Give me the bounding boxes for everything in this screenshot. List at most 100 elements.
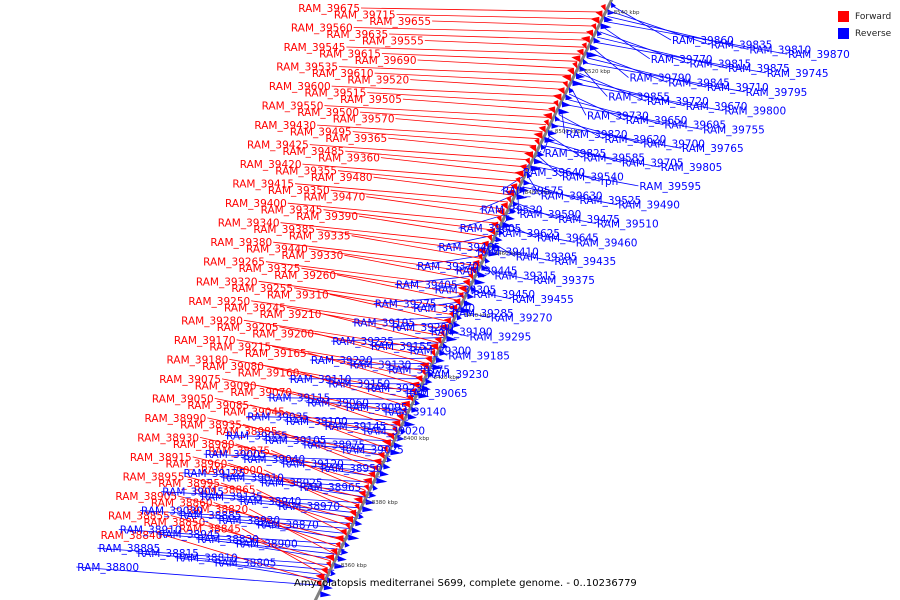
forward-leader-line bbox=[395, 118, 543, 132]
reverse-gene bbox=[453, 321, 461, 328]
axis-tick-label: 8400 kbp bbox=[403, 436, 429, 442]
forward-gene-label: RAM_39550 bbox=[262, 101, 324, 113]
forward-gene-label: RAM_39655 bbox=[369, 16, 431, 28]
reverse-gene-label: RAM_39625 bbox=[498, 228, 560, 240]
reverse-leader-line bbox=[566, 98, 664, 126]
reverse-gene-label: RAM_39755 bbox=[703, 124, 765, 136]
reverse-gene-label: RAM_39465 bbox=[438, 242, 500, 254]
reverse-gene bbox=[446, 335, 458, 342]
reverse-gene-label: RAM_39405 bbox=[396, 280, 458, 292]
reverse-gene bbox=[534, 158, 543, 165]
forward-gene-label: RAM_39400 bbox=[225, 198, 287, 210]
reverse-gene-label: RAM_39870 bbox=[788, 49, 850, 61]
reverse-gene bbox=[379, 470, 389, 477]
forward-gene bbox=[396, 413, 404, 421]
reverse-gene-label: RAM_39845 bbox=[668, 77, 730, 89]
reverse-gene bbox=[586, 51, 598, 58]
forward-gene bbox=[415, 375, 423, 383]
forward-gene bbox=[344, 516, 353, 523]
forward-gene-label: RAM_39615 bbox=[319, 49, 381, 61]
reverse-gene bbox=[492, 243, 501, 250]
forward-gene-label: RAM_39500 bbox=[297, 107, 359, 119]
reverse-leader-line bbox=[523, 186, 618, 206]
forward-gene-label: RAM_39425 bbox=[247, 140, 309, 152]
forward-gene bbox=[391, 420, 401, 427]
forward-gene bbox=[553, 100, 559, 107]
reverse-gene-label: RAM_39105 bbox=[265, 435, 327, 447]
forward-leader-line bbox=[424, 40, 585, 48]
reverse-gene-label: RAM_39270 bbox=[491, 313, 553, 325]
forward-gene bbox=[362, 477, 372, 485]
reverse-gene bbox=[351, 527, 361, 534]
forward-gene-label: RAM_39350 bbox=[268, 185, 330, 197]
reverse-gene-label: RAM_38965 bbox=[300, 482, 362, 494]
forward-leader-line bbox=[366, 196, 501, 217]
forward-gene-label: RAM_39535 bbox=[276, 62, 338, 74]
reverse-gene-label: RAM_39640 bbox=[523, 167, 585, 179]
forward-gene bbox=[420, 368, 426, 376]
reverse-gene bbox=[611, 2, 617, 8]
reverse-leader-line bbox=[256, 524, 350, 540]
forward-leader-line bbox=[295, 183, 508, 203]
forward-leader-line bbox=[213, 502, 338, 548]
reverse-gene bbox=[523, 179, 531, 186]
forward-gene bbox=[472, 260, 480, 267]
reverse-gene-label: RAM_39035 bbox=[247, 411, 309, 423]
forward-leader-line bbox=[278, 430, 377, 470]
legend-reverse-swatch bbox=[838, 28, 849, 39]
reverse-gene-label: RAM_39875 bbox=[728, 63, 790, 75]
forward-gene bbox=[590, 16, 600, 24]
reverse-gene bbox=[327, 577, 335, 584]
forward-gene-label: RAM_39335 bbox=[289, 231, 351, 243]
forward-gene bbox=[354, 503, 360, 511]
forward-gene bbox=[339, 528, 347, 536]
forward-gene bbox=[448, 304, 458, 312]
reverse-leader-line bbox=[394, 274, 480, 286]
reverse-gene bbox=[495, 236, 503, 243]
forward-gene bbox=[486, 234, 492, 242]
forward-leader-line bbox=[272, 345, 422, 379]
reverse-gene-label: RAM_39025 bbox=[342, 444, 404, 456]
reverse-gene-label: RAM_38895 bbox=[99, 543, 161, 555]
reverse-gene bbox=[449, 328, 459, 335]
reverse-leader-line bbox=[157, 533, 345, 550]
reverse-leader-line bbox=[591, 47, 629, 78]
reverse-gene-label: RAM_39120 bbox=[282, 459, 344, 471]
reverse-gene bbox=[442, 342, 448, 349]
reverse-gene-label: RAM_39620 bbox=[605, 134, 667, 146]
forward-gene-label: RAM_38865 bbox=[194, 485, 256, 497]
reverse-gene-label: RAM_39765 bbox=[682, 143, 744, 155]
reverse-gene-label: RAM_39275 bbox=[375, 299, 437, 311]
axis-tick-label: 8480 kbp bbox=[525, 190, 551, 196]
forward-gene bbox=[439, 330, 445, 338]
forward-leader-line bbox=[241, 528, 325, 576]
axis-tick-label: 8540 kbp bbox=[614, 10, 640, 16]
forward-gene bbox=[400, 400, 410, 408]
reverse-gene bbox=[527, 172, 532, 179]
forward-gene-label: RAM_38905 bbox=[115, 491, 177, 503]
forward-gene-label: RAM_38955 bbox=[123, 471, 185, 483]
reverse-gene bbox=[562, 101, 571, 108]
reverse-gene bbox=[334, 562, 346, 569]
reverse-leader-line bbox=[369, 342, 447, 347]
forward-leader-line bbox=[229, 358, 415, 393]
reverse-leader-line bbox=[533, 166, 639, 187]
reverse-leader-line bbox=[76, 566, 327, 587]
forward-gene-label: RAM_38850 bbox=[144, 517, 206, 529]
reverse-gene-label: RAM_39585 bbox=[583, 153, 645, 165]
reverse-gene bbox=[576, 73, 585, 79]
reverse-gene-label: RAM_39315 bbox=[495, 270, 557, 282]
reverse-leader-line bbox=[535, 160, 600, 182]
reverse-leader-line bbox=[217, 519, 353, 535]
reverse-leader-line bbox=[391, 321, 457, 328]
forward-gene bbox=[353, 496, 363, 504]
forward-gene bbox=[377, 452, 385, 459]
forward-leader-line bbox=[177, 495, 342, 541]
forward-gene bbox=[410, 381, 420, 389]
forward-gene-label: RAM_38915 bbox=[130, 452, 192, 464]
reverse-gene bbox=[520, 186, 529, 193]
reverse-gene-label: RAM_39295 bbox=[470, 331, 532, 343]
reverse-gene bbox=[593, 37, 601, 44]
forward-gene-label: RAM_38840 bbox=[101, 530, 163, 542]
reverse-gene-label: RAM_39460 bbox=[576, 237, 638, 249]
